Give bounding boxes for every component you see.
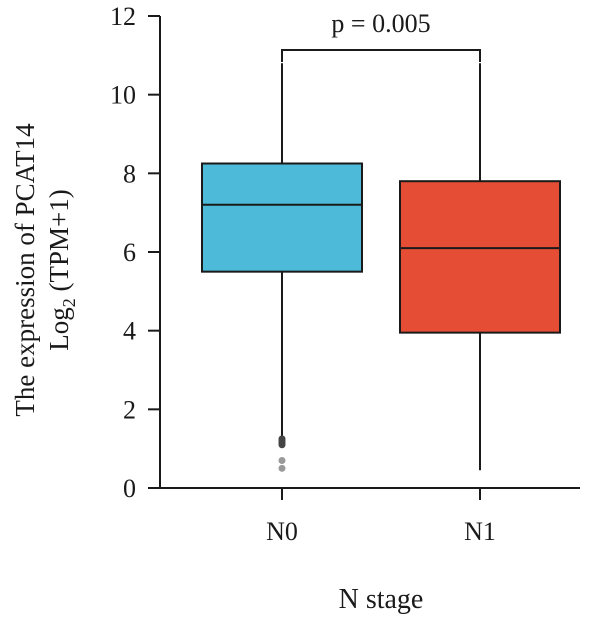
y-axis-label-log: Log — [44, 307, 74, 351]
y-tick-label: 6 — [123, 238, 136, 267]
x-axis-label: N stage — [339, 584, 424, 615]
y-ticks: 0 2 4 6 8 10 12 — [110, 2, 160, 503]
axes: 0 2 4 6 8 10 12 N0 N1 — [110, 2, 580, 546]
outlier-point — [278, 456, 286, 464]
outlier-point — [278, 435, 286, 443]
box-iqr — [399, 180, 561, 334]
outlier-point — [278, 464, 286, 472]
box-n0 — [201, 63, 363, 472]
y-axis-label-line1: The expression of PCAT14 — [10, 123, 40, 417]
box-n1 — [399, 63, 561, 471]
y-axis-label-line2: Log2 (TPM+1) — [44, 189, 79, 350]
significance-bracket — [281, 49, 481, 62]
y-tick-label: 8 — [123, 159, 136, 188]
x-tick-label: N1 — [464, 517, 496, 546]
y-tick-label: 2 — [123, 395, 136, 424]
y-tick-label: 10 — [110, 81, 136, 110]
x-tick-label: N0 — [266, 517, 298, 546]
y-tick-label: 4 — [123, 317, 136, 346]
y-axis-label-subscript: 2 — [59, 298, 79, 307]
box-iqr — [201, 162, 363, 273]
significance-annotation: p = 0.005 — [281, 9, 481, 62]
p-value-label: p = 0.005 — [331, 9, 430, 38]
x-ticks: N0 N1 — [266, 488, 496, 546]
plot-area — [201, 63, 561, 472]
y-tick-label: 0 — [123, 474, 136, 503]
y-axis-label-unit: (TPM+1) — [44, 189, 74, 298]
y-tick-label: 12 — [110, 2, 136, 31]
y-axis-label: The expression of PCAT14 Log2 (TPM+1) — [10, 123, 79, 417]
